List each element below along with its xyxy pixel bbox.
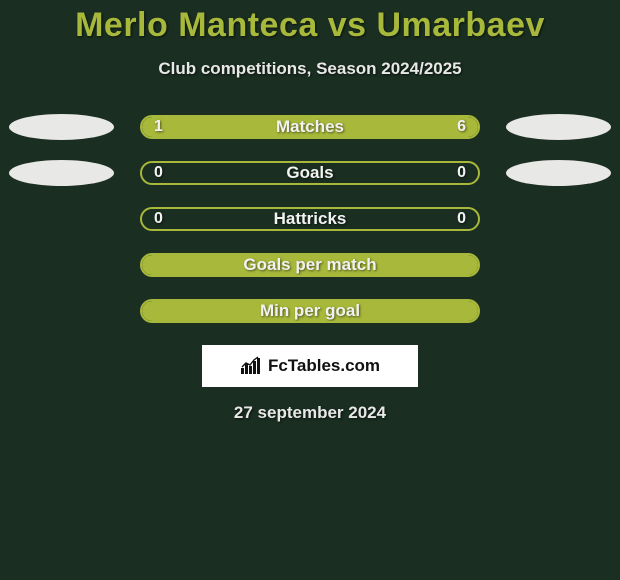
player-right-marker [506, 298, 611, 324]
stat-bar-fill-left [142, 301, 478, 321]
stat-bar-fill-left [142, 117, 199, 137]
stat-bar: Hattricks0 0 [140, 207, 480, 231]
stat-value-left: 0 [154, 209, 163, 229]
player-left-marker [9, 160, 114, 186]
stat-label: Goals [142, 163, 478, 183]
stat-rows: Matches16Goals00Hattricks00Goals per mat… [0, 115, 620, 323]
stat-value-left: 0 [154, 163, 163, 183]
stat-bar: Goals per match [140, 253, 480, 277]
stat-bar-fill-right [199, 117, 478, 137]
player-left-marker [9, 114, 114, 140]
player-right-marker [506, 160, 611, 186]
player-right-marker [506, 206, 611, 232]
page-subtitle: Club competitions, Season 2024/2025 [158, 59, 461, 79]
date-label: 27 september 2024 [234, 403, 386, 423]
brand-text: FcTables.com [268, 356, 380, 376]
player-right-marker [506, 114, 611, 140]
stat-row: Min per goal [0, 299, 620, 323]
stat-row: Goals0 0 [0, 161, 620, 185]
stat-bar: Min per goal [140, 299, 480, 323]
brand-chart-icon [240, 356, 262, 376]
stat-bar-fill-left [142, 255, 478, 275]
player-left-marker [9, 206, 114, 232]
stat-value-right: 0 [457, 163, 466, 183]
stat-value-right: 0 [457, 209, 466, 229]
page-title: Merlo Manteca vs Umarbaev [75, 6, 545, 45]
stat-bar: Matches16 [140, 115, 480, 139]
stat-label: Hattricks [142, 209, 478, 229]
stat-row: Matches16 [0, 115, 620, 139]
stat-row: Goals per match [0, 253, 620, 277]
player-left-marker [9, 252, 114, 278]
stat-row: Hattricks0 0 [0, 207, 620, 231]
player-left-marker [9, 298, 114, 324]
brand-badge: FcTables.com [202, 345, 418, 387]
comparison-infographic: Merlo Manteca vs Umarbaev Club competiti… [0, 0, 620, 423]
player-right-marker [506, 252, 611, 278]
stat-bar: Goals0 0 [140, 161, 480, 185]
